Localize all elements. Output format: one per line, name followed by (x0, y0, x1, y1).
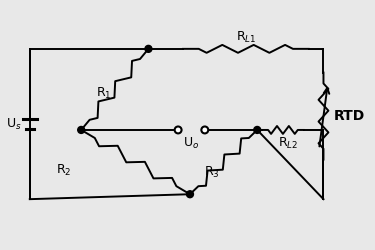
Circle shape (145, 46, 152, 52)
Text: R$_3$: R$_3$ (204, 164, 220, 180)
Text: U$_s$: U$_s$ (6, 116, 22, 132)
Circle shape (186, 191, 194, 198)
Text: RTD: RTD (333, 109, 364, 123)
Text: U$_o$: U$_o$ (183, 136, 200, 151)
Text: R$_2$: R$_2$ (56, 162, 71, 178)
Text: R$_1$: R$_1$ (96, 86, 112, 101)
Circle shape (201, 126, 208, 134)
Circle shape (175, 126, 181, 134)
Circle shape (78, 126, 85, 134)
Text: R$_{L1}$: R$_{L1}$ (236, 30, 256, 44)
Circle shape (254, 126, 261, 134)
Text: R$_{L2}$: R$_{L2}$ (278, 136, 298, 151)
